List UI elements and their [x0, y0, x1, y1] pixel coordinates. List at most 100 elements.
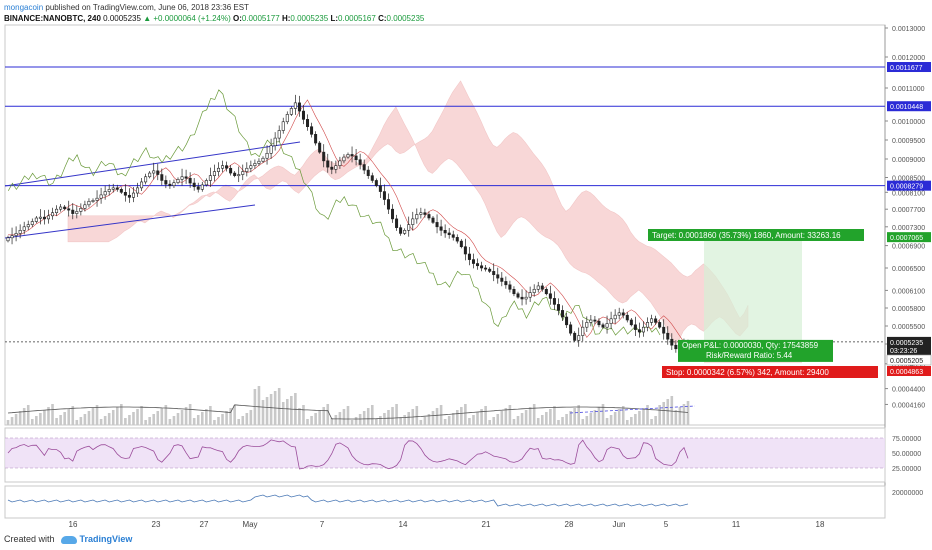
candle-body [447, 232, 451, 236]
volume-bar [192, 418, 196, 425]
candle-body [573, 332, 577, 341]
volume-bar [298, 408, 301, 425]
candle-body [281, 121, 285, 131]
candle-body [629, 319, 633, 326]
volume-bar [370, 405, 374, 425]
volume-bar [229, 408, 232, 425]
candle-body [75, 211, 79, 214]
candle-body [51, 212, 55, 217]
volume-bar [285, 399, 289, 425]
candle-body [395, 218, 399, 228]
volume-bar [43, 410, 46, 425]
volume-bar [662, 402, 666, 425]
candle-body [382, 191, 386, 200]
l-label: L: [330, 14, 339, 23]
volume-bar [103, 416, 107, 425]
x-tick-label: May [242, 520, 257, 529]
volume-bar [642, 408, 645, 425]
candle-body [301, 110, 305, 120]
target-zone [704, 237, 802, 342]
tradingview-brand[interactable]: TradingView [79, 534, 133, 544]
candle-body [221, 165, 225, 169]
volume-bar [391, 407, 394, 425]
rsi-tick-label: 50.00000 [892, 451, 921, 458]
price-tick-label: 0.0007700 [892, 207, 925, 214]
candle-body [496, 274, 500, 279]
obv-tick-label: 20000000 [892, 490, 923, 497]
volume-bar [658, 405, 661, 425]
candle-body [91, 200, 95, 202]
candle-body [79, 208, 83, 212]
volume-bar [621, 406, 625, 425]
volume-bar [261, 400, 265, 425]
volume-bar [221, 414, 224, 425]
candle-body [338, 160, 342, 166]
author-link[interactable]: mongacoin [4, 3, 44, 12]
price-chart[interactable]: Target: 0.0001860 (35.73%) 1860, Amount:… [0, 24, 932, 532]
volume-bar [172, 416, 176, 425]
channel-upper-line [4, 141, 301, 187]
volume-bar [565, 414, 568, 425]
volume-bar [419, 420, 423, 425]
volume-bar [290, 396, 293, 425]
volume-bar [435, 408, 439, 425]
candle-body [431, 217, 435, 223]
candle-body [59, 206, 63, 210]
tradingview-logo-icon [60, 535, 77, 544]
candle-body [670, 338, 674, 346]
volume-bar [334, 415, 338, 425]
candle-body [658, 322, 662, 328]
volume-bar [67, 409, 71, 425]
candle-body [293, 102, 297, 109]
candle-body [26, 224, 30, 228]
volume-bar [528, 407, 532, 425]
x-tick-label: 21 [482, 520, 491, 529]
volume-bar [605, 418, 609, 425]
c-label: C: [378, 14, 387, 23]
candle-body [204, 180, 208, 186]
candle-body [318, 142, 322, 153]
volume-bar [257, 386, 261, 425]
x-tick-label: 14 [399, 520, 408, 529]
candle-body [176, 179, 180, 183]
candle-body [18, 230, 22, 234]
volume-bar [128, 415, 131, 425]
candle-body [423, 212, 427, 215]
volume-bar [30, 419, 34, 425]
candle-body [350, 154, 354, 157]
volume-bar [184, 407, 188, 425]
price-tick-label: 0.0009000 [892, 157, 925, 164]
volume-bar [500, 411, 504, 425]
volume-bar [678, 407, 682, 425]
volume-bar [188, 404, 192, 425]
candle-body [233, 172, 237, 176]
volume-bar [553, 406, 556, 425]
candle-body [184, 176, 188, 179]
candle-body [666, 332, 670, 340]
volume-bar [609, 415, 613, 425]
candle-body [370, 175, 374, 181]
candle-body [115, 187, 119, 190]
price-label-box [887, 101, 931, 112]
price-tick-label: 0.0008500 [892, 176, 925, 183]
candle-body [342, 156, 346, 162]
price-tick-label: 0.0004400 [892, 387, 925, 394]
volume-bar [630, 417, 633, 425]
candle-body [306, 119, 310, 127]
candle-body [455, 237, 459, 242]
volume-bar [670, 396, 674, 425]
price-label: 0.0004863 [890, 369, 923, 376]
volume-bar [168, 419, 172, 425]
change-value: ▲ +0.0000064 (+1.24%) [143, 14, 231, 23]
volume-bar [10, 417, 14, 425]
volume-bar [213, 420, 216, 425]
volume-bar [407, 412, 411, 425]
candle-body [662, 326, 666, 334]
price-label-box [887, 62, 931, 73]
target-label: Target: 0.0001860 (35.73%) 1860, Amount:… [652, 231, 841, 240]
candle-body [617, 312, 621, 316]
last-value: 0.0005235 [103, 14, 141, 23]
volume-bar [532, 404, 536, 425]
candle-body [314, 134, 318, 144]
candle-body [107, 189, 111, 192]
